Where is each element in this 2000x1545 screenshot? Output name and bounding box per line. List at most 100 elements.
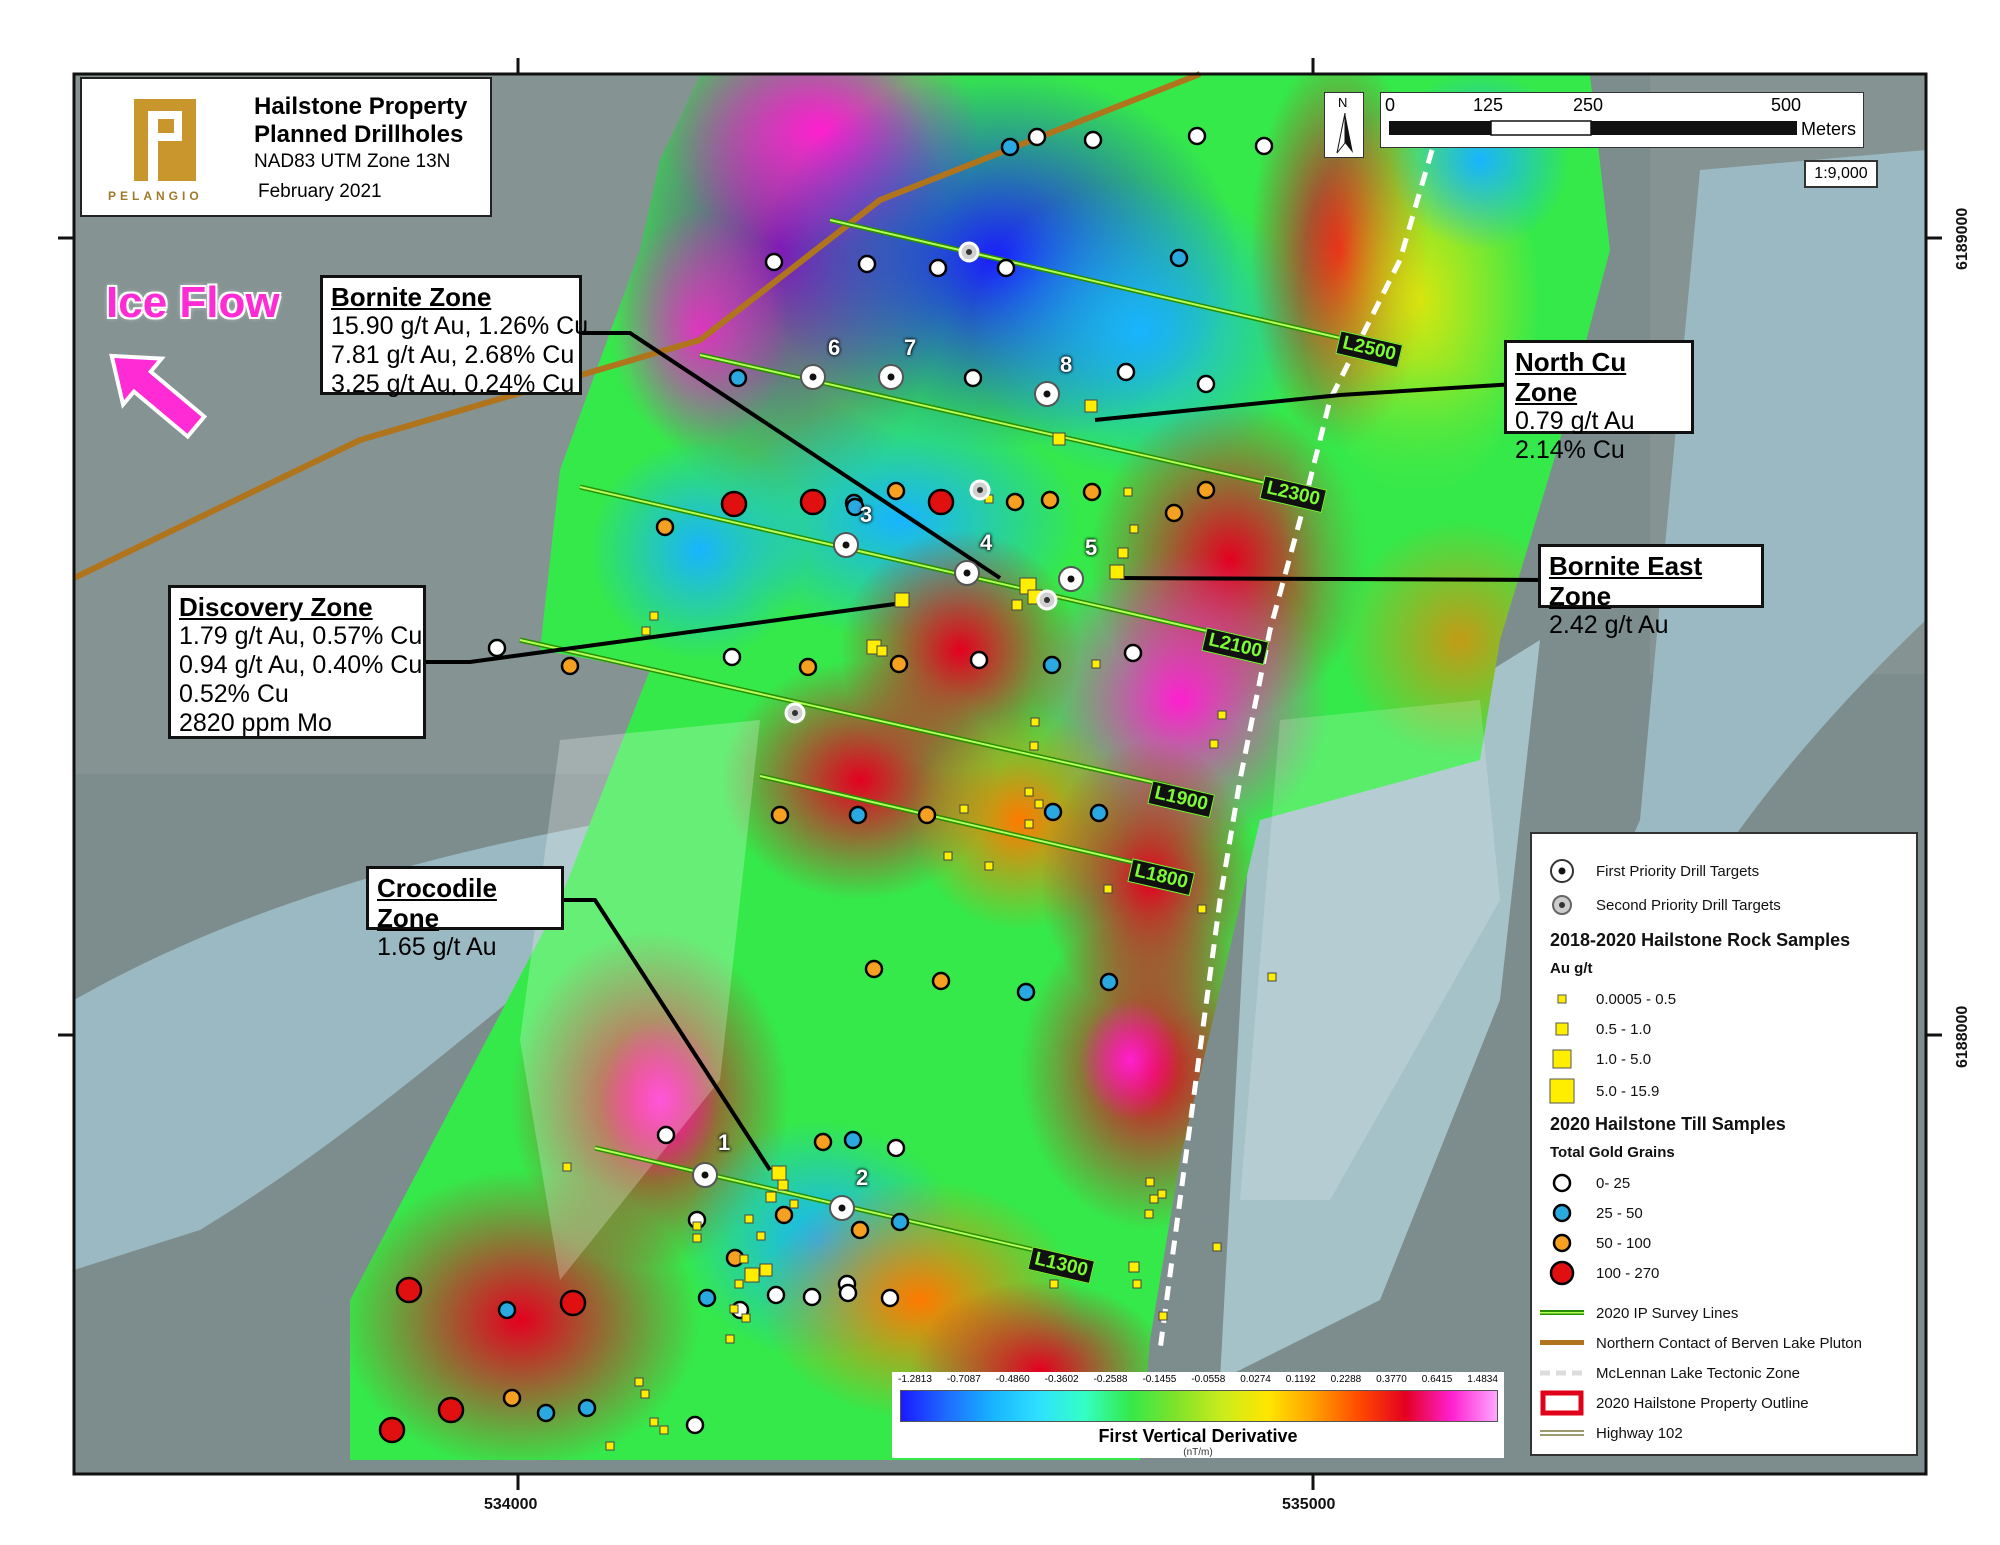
tectonic-zone-line	[1157, 149, 1435, 1351]
bornite-zone-title: Bornite Zone	[331, 282, 492, 312]
x-tick-534000: 534000	[484, 1496, 538, 1513]
pluton-contact-icon	[1540, 1340, 1584, 1345]
bornite-zone-line: 15.90 g/t Au, 1.26% Cu	[331, 312, 589, 340]
legend-second-priority: Second Priority Drill Targets	[1540, 892, 1781, 918]
legend-label: 0.5 - 1.0	[1596, 1020, 1652, 1038]
crocodile-zone-title: Crocodile Zone	[377, 873, 497, 933]
till-sample-icon	[1552, 1173, 1572, 1193]
legend-highway: Highway 102	[1540, 1420, 1683, 1446]
discovery-zone-line: 1.79 g/t Au, 0.57% Cu	[179, 622, 423, 650]
legend-label: 0- 25	[1596, 1174, 1631, 1192]
map-title-line1: Hailstone Property	[254, 93, 468, 120]
color-bar-tick: -0.7087	[946, 1374, 981, 1385]
north-cu-zone-line: 2.14% Cu	[1515, 436, 1625, 464]
target-number-3: 3	[860, 502, 873, 527]
rock-sample-large-icon	[1552, 1049, 1572, 1069]
north-arrow-icon	[1336, 113, 1353, 154]
logo-wordmark: PELANGIO	[108, 189, 203, 203]
scale-tick-250: 250	[1573, 95, 1604, 115]
legend-label: Highway 102	[1596, 1424, 1683, 1442]
color-bar-tick: 0.2288	[1330, 1374, 1362, 1385]
scale-ratio: 1:9,000	[1804, 160, 1878, 188]
legend-rock-title: 2018-2020 Hailstone Rock Samples	[1550, 930, 1851, 950]
target-number-1: 1	[718, 1130, 731, 1155]
legend-pluton-contact: Northern Contact of Berven Lake Pluton	[1540, 1330, 1862, 1356]
callout-discovery-zone: Discovery Zone 1.79 g/t Au, 0.57% Cu 0.9…	[168, 585, 426, 739]
scale-tick-500: 500	[1771, 95, 1802, 115]
target-number-8: 8	[1060, 352, 1073, 377]
legend-rock-class-2: 0.5 - 1.0	[1540, 1016, 1651, 1042]
y-tick-6188000: 6188000	[1954, 1005, 1971, 1068]
rock-sample-xlarge-icon	[1549, 1078, 1575, 1104]
till-sample-icon	[1549, 1260, 1575, 1286]
legend-label: 100 - 270	[1596, 1264, 1660, 1282]
scale-tick-0: 0	[1385, 95, 1396, 115]
bornite-zone-line: 7.81 g/t Au, 2.68% Cu	[331, 341, 575, 369]
color-bar-ticks: -1.2813 -0.7087 -0.4860 -0.3602 -0.2588 -0.14…	[898, 1374, 1498, 1388]
color-bar-tick: 0.1192	[1285, 1374, 1316, 1385]
target-number-2: 2	[856, 1165, 869, 1190]
discovery-zone-title: Discovery Zone	[179, 592, 373, 622]
color-bar-unit: (nT/m)	[1183, 1447, 1213, 1458]
legend-label: 5.0 - 15.9	[1596, 1082, 1660, 1100]
ice-flow-arrow	[109, 353, 208, 440]
discovery-zone-line: 0.94 g/t Au, 0.40% Cu	[179, 651, 423, 679]
legend-label: 1.0 - 5.0	[1596, 1050, 1652, 1068]
legend-label: 0.0005 - 0.5	[1596, 990, 1677, 1008]
color-bar-gradient	[900, 1390, 1498, 1422]
legend-till-class: 25 - 50	[1540, 1200, 1643, 1226]
legend-till-class: 0- 25	[1540, 1170, 1630, 1196]
color-bar-tick: -0.0558	[1191, 1374, 1226, 1385]
north-arrow: N	[1324, 92, 1364, 158]
color-bar: -1.2813 -0.7087 -0.4860 -0.3602 -0.2588 -0.14…	[892, 1372, 1504, 1458]
legend-till-unit: Total Gold Grains	[1550, 1144, 1675, 1161]
title-box: PELANGIO Hailstone Property Planned Dril…	[80, 77, 492, 217]
legend-till-class: 100 - 270	[1540, 1260, 1659, 1286]
callout-north-cu-zone: North Cu Zone 0.79 g/t Au 2.14% Cu	[1504, 340, 1694, 464]
legend-rock-class-4: 5.0 - 15.9	[1540, 1078, 1659, 1104]
second-priority-targets	[784, 241, 1058, 724]
tectonic-zone-icon	[1540, 1370, 1584, 1376]
scale-unit: Meters	[1801, 119, 1857, 139]
map-date: February 2021	[258, 181, 382, 202]
legend-label: 2020 IP Survey Lines	[1596, 1304, 1739, 1322]
legend-rock-class-1: 0.0005 - 0.5	[1540, 986, 1676, 1012]
legend-label: 25 - 50	[1596, 1204, 1643, 1222]
bornite-east-zone-line: 2.42 g/t Au	[1549, 611, 1669, 639]
legend-till-title: 2020 Hailstone Till Samples	[1550, 1114, 1786, 1134]
north-cu-zone-line: 0.79 g/t Au	[1515, 407, 1635, 435]
target-number-4: 4	[980, 530, 993, 555]
ice-flow-label: Ice Flow	[106, 278, 280, 327]
map-datum: NAD83 UTM Zone 13N	[254, 151, 451, 172]
scale-bar: 0 125 250 500 Meters	[1380, 92, 1864, 148]
legend-label: First Priority Drill Targets	[1596, 862, 1760, 880]
legend-label: Northern Contact of Berven Lake Pluton	[1596, 1334, 1862, 1352]
first-priority-target-icon	[1550, 859, 1574, 883]
legend-property-outline: 2020 Hailstone Property Outline	[1540, 1390, 1809, 1416]
legend-tectonic-zone: McLennan Lake Tectonic Zone	[1540, 1360, 1800, 1386]
second-priority-target-icon	[1552, 895, 1572, 915]
legend-first-priority: First Priority Drill Targets	[1540, 858, 1759, 884]
rock-samples	[562, 399, 1277, 1451]
legend-label: McLennan Lake Tectonic Zone	[1596, 1364, 1801, 1382]
till-sample-icon	[1552, 1203, 1572, 1223]
callout-crocodile-zone: Crocodile Zone 1.65 g/t Au	[366, 866, 564, 961]
color-bar-tick: 0.3770	[1376, 1374, 1407, 1385]
color-bar-tick: -0.1455	[1142, 1374, 1177, 1385]
callout-bornite-east-zone: Bornite East Zone 2.42 g/t Au	[1538, 544, 1764, 639]
target-number-6: 6	[828, 335, 841, 360]
legend-rock-class-3: 1.0 - 5.0	[1540, 1046, 1651, 1072]
bornite-zone-line: 3.25 g/t Au, 0.24% Cu	[331, 370, 575, 398]
north-cu-zone-title: North Cu Zone	[1515, 347, 1627, 407]
till-samples	[378, 126, 1274, 1444]
first-priority-targets	[692, 364, 1084, 1221]
color-bar-tick: 0.0274	[1240, 1374, 1271, 1385]
target-number-7: 7	[904, 335, 917, 360]
color-bar-tick: 0.6415	[1421, 1374, 1453, 1385]
till-sample-icon	[1552, 1233, 1572, 1253]
rock-sample-medium-icon	[1555, 1022, 1569, 1036]
rock-sample-small-icon	[1557, 994, 1567, 1004]
legend-label: 2020 Hailstone Property Outline	[1596, 1394, 1809, 1412]
legend-till-class: 50 - 100	[1540, 1230, 1651, 1256]
color-bar-title: First Vertical Derivative	[1098, 1426, 1298, 1446]
